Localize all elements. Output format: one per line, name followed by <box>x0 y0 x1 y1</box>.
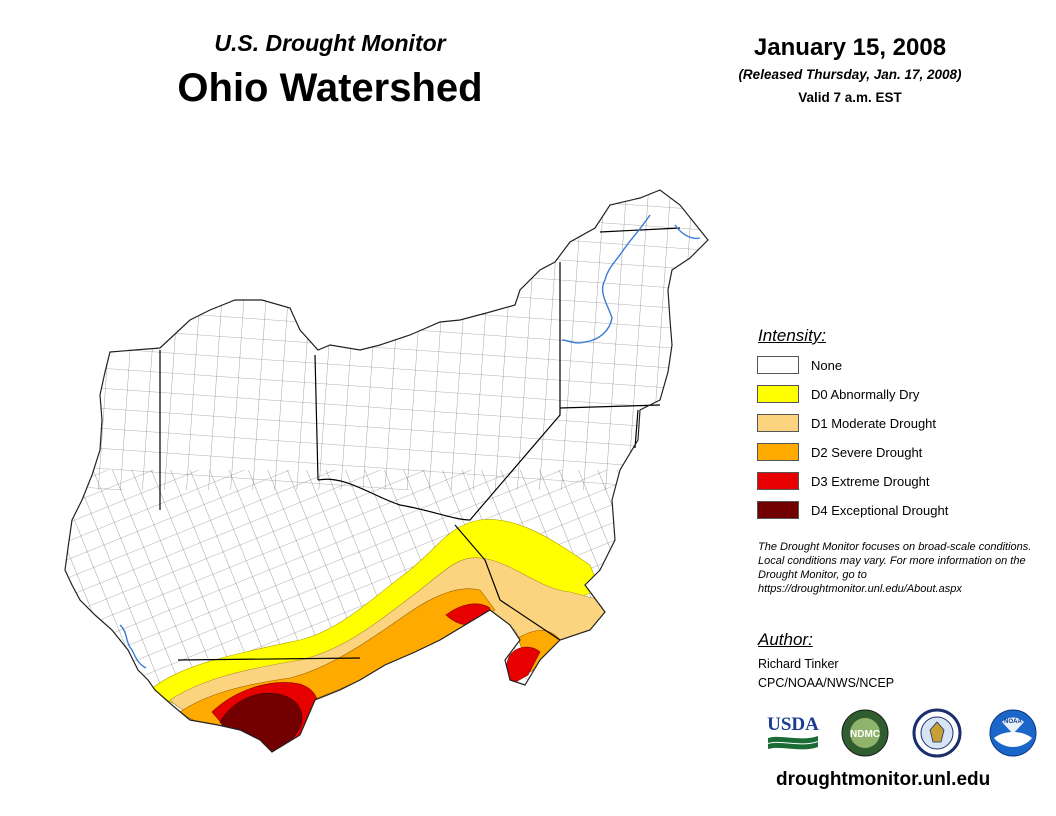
map-subtitle: U.S. Drought Monitor <box>214 30 446 56</box>
legend-title: Intensity: <box>758 326 827 345</box>
noaa-logo-text: NOAA <box>1004 719 1022 725</box>
legend-swatch-d0 <box>757 385 799 403</box>
legend-item-d3: D3 Extreme Drought <box>757 470 930 492</box>
usda-logo-text: USDA <box>767 714 819 735</box>
legend-item-none: None <box>757 354 842 376</box>
legend-label: D3 Extreme Drought <box>811 473 930 489</box>
author-organization: CPC/NOAA/NWS/NCEP <box>758 676 895 690</box>
legend-label: D0 Abnormally Dry <box>811 386 920 402</box>
map-title: Ohio Watershed <box>177 66 483 110</box>
valid-time: Valid 7 a.m. EST <box>798 90 902 105</box>
author-heading: Author: <box>758 630 813 649</box>
ndmc-logo-text: NDMC <box>850 729 880 740</box>
state-boundaries <box>159 227 681 661</box>
county-lines-north <box>65 190 708 490</box>
legend-label: D1 Moderate Drought <box>811 415 937 431</box>
noaa-logo: NOAA <box>989 709 1037 757</box>
rivers <box>119 214 701 669</box>
legend-label: D4 Exceptional Drought <box>811 502 949 518</box>
commerce-seal-logo <box>912 708 962 758</box>
release-date: (Released Thursday, Jan. 17, 2008) <box>738 67 962 82</box>
legend-item-d2: D2 Severe Drought <box>757 441 922 463</box>
legend-swatch-none <box>757 356 799 374</box>
legend-item-d1: D1 Moderate Drought <box>757 412 936 434</box>
legend-swatch-d2 <box>757 443 799 461</box>
author-name: Richard Tinker <box>758 657 839 671</box>
legend-label: D2 Severe Drought <box>811 444 923 460</box>
legend-swatch-d4 <box>757 501 799 519</box>
legend-swatch-d3 <box>757 472 799 490</box>
ndmc-logo: NDMC <box>841 709 889 757</box>
watershed-map <box>64 189 709 753</box>
legend-swatch-d1 <box>757 414 799 432</box>
legend-label: None <box>811 357 843 373</box>
usda-logo: USDA <box>767 714 819 750</box>
legend-item-d0: D0 Abnormally Dry <box>757 383 919 405</box>
legend-item-d4: D4 Exceptional Drought <box>757 499 948 521</box>
drought-monitor-note: The Drought Monitor focuses on broad-sca… <box>758 541 1032 595</box>
website-url[interactable]: droughtmonitor.unl.edu <box>776 769 991 790</box>
map-date: January 15, 2008 <box>753 34 947 61</box>
